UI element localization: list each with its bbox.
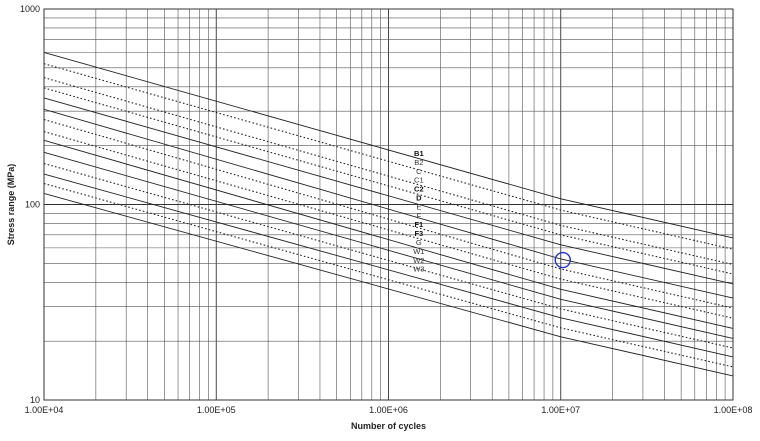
x-tick-label: 1.00E+06 <box>369 405 408 415</box>
y-tick-label: 1000 <box>20 4 40 14</box>
series-group <box>43 51 734 377</box>
series-line-g <box>43 162 734 349</box>
series-line-e <box>43 118 734 309</box>
series-line-b1 <box>43 51 734 239</box>
x-tick-label: 1.00E+08 <box>714 405 753 415</box>
curve-label-c2: C2 <box>414 185 424 194</box>
curve-label-w3: W3 <box>413 265 424 274</box>
series-line-d <box>43 108 734 299</box>
curve-label-b2: B2 <box>414 158 423 167</box>
grid-lines <box>43 9 733 401</box>
x-tick-label: 1.00E+07 <box>541 405 580 415</box>
series-line-c1 <box>43 87 734 275</box>
series-line-f <box>43 131 734 319</box>
curve-label-w2: W2 <box>413 256 424 265</box>
curve-label-c1: C1 <box>414 176 424 185</box>
series-line-c <box>43 77 734 266</box>
curve-label-w1: W1 <box>413 247 424 256</box>
series-line-f1 <box>43 139 734 329</box>
curve-label-d: D <box>416 194 422 203</box>
curve-label-e: E <box>416 202 421 211</box>
x-axis-title: Number of cycles <box>351 421 426 431</box>
series-line-c2 <box>43 97 734 285</box>
plot-frame <box>43 8 734 401</box>
series-line-w3 <box>43 192 734 377</box>
series-line-w1 <box>43 173 734 358</box>
curve-label-f: F <box>417 211 422 220</box>
curve-label-f3: F3 <box>414 229 423 238</box>
series-line-b2 <box>43 63 734 250</box>
series-line-w2 <box>43 182 734 368</box>
curve-label-c: C <box>416 167 422 176</box>
highlight-circle <box>554 251 571 269</box>
series-line-f3 <box>43 151 734 339</box>
x-tick-label: 1.00E+04 <box>25 405 64 415</box>
curve-label-f1: F1 <box>414 220 423 229</box>
y-axis-title: Stress range (MPa) <box>6 164 16 246</box>
x-tick-label: 1.00E+05 <box>197 405 236 415</box>
curve-label-b1: B1 <box>414 149 424 158</box>
y-tick-label: 100 <box>25 200 40 210</box>
y-tick-label: 10 <box>30 395 40 405</box>
tick-labels: 1.00E+04 1.00E+05 1.00E+06 1.00E+07 1.00E+08… <box>20 4 752 415</box>
curve-label-g: G <box>416 238 422 247</box>
